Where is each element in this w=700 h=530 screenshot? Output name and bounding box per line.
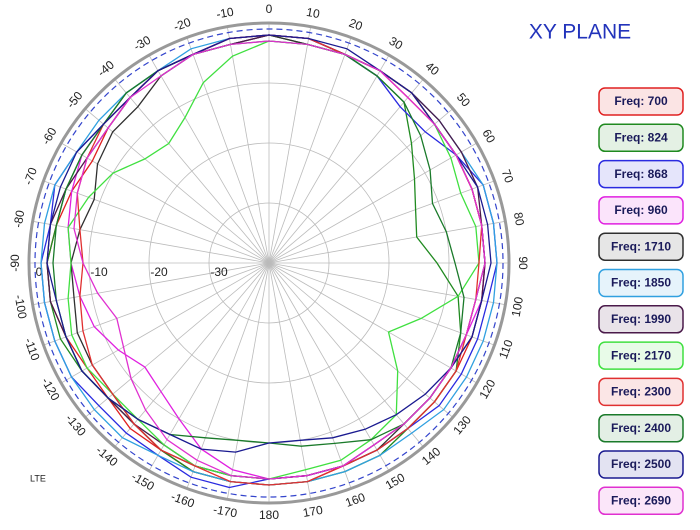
theta-tick-label: 10 [305,5,321,21]
theta-tick-label: -170 [212,502,238,520]
theta-tick-label: 20 [347,16,365,34]
pattern-line [52,40,465,447]
ring [148,142,390,384]
pattern-line [73,40,486,480]
theta-tick-label: -60 [39,125,60,147]
legend-box [598,413,684,443]
theta-tick-label: 90 [516,256,530,270]
legend-label: Freq: 700 [614,94,668,108]
legend-box [598,123,684,153]
theta-tick-label: 0 [266,2,273,16]
legend-label: Freq: 2400 [611,421,671,435]
legend-label: Freq: 1710 [611,239,671,253]
r-tick-label: -20 [150,265,168,279]
theta-tick-label: 80 [511,211,527,227]
theta-tick-label: -50 [64,88,86,111]
legend-box [598,159,684,189]
theta-tick-label: 180 [259,508,279,522]
outer-ring [27,21,511,505]
note: LTE [30,473,46,483]
theta-tick-label: 110 [496,338,516,361]
theta-tick-label: -70 [21,165,40,186]
legend-box [598,450,684,479]
r-tick-label: -10 [90,265,108,279]
legend-box [598,196,684,225]
legend-label: Freq: 2690 [611,493,671,507]
theta-tick-label: -110 [22,336,43,363]
legend-box [598,377,684,407]
legend-box [598,232,684,261]
theta-tick-label: -40 [95,57,118,79]
r-tick-label: -30 [210,265,228,279]
theta-tick-label: -100 [12,294,30,320]
legend-box [598,305,684,334]
legend-label: Freq: 1850 [611,276,671,290]
theta-tick-label: 160 [343,490,367,510]
ring [208,202,330,324]
legend-label: Freq: 2300 [611,385,671,399]
theta-tick-label: 170 [302,503,324,520]
legend-label: Freq: 960 [614,203,668,217]
legend-box [598,486,684,516]
chart-title: XY PLANE [529,21,631,44]
theta-tick-label: -80 [11,209,28,229]
theta-tick-label: 100 [509,295,526,317]
theta-tick-label: 40 [423,59,442,79]
pattern-line [46,34,486,480]
legend-label: Freq: 1990 [611,312,671,326]
theta-tick-label: 30 [387,34,406,53]
theta-tick-label: -30 [131,33,153,54]
legend-label: Freq: 868 [614,167,668,181]
theta-tick-label: -10 [215,5,235,22]
theta-tick-label: 60 [479,127,498,146]
theta-tick-label: 70 [499,168,517,186]
reference-circle [34,28,504,498]
r-tick-label: 0 [36,265,43,279]
theta-tick-label: -20 [172,15,193,34]
theta-tick-label: 50 [454,90,474,109]
legend-box [598,341,684,370]
theta-tick-label: -90 [8,254,22,272]
legend-label: Freq: 2170 [611,348,671,362]
legend-label: Freq: 824 [614,130,668,144]
theta-tick-label: -160 [169,489,197,510]
pattern-line [46,34,492,453]
legend-box [598,268,684,298]
legend-box [598,87,684,116]
legend-label: Freq: 2500 [611,457,671,471]
